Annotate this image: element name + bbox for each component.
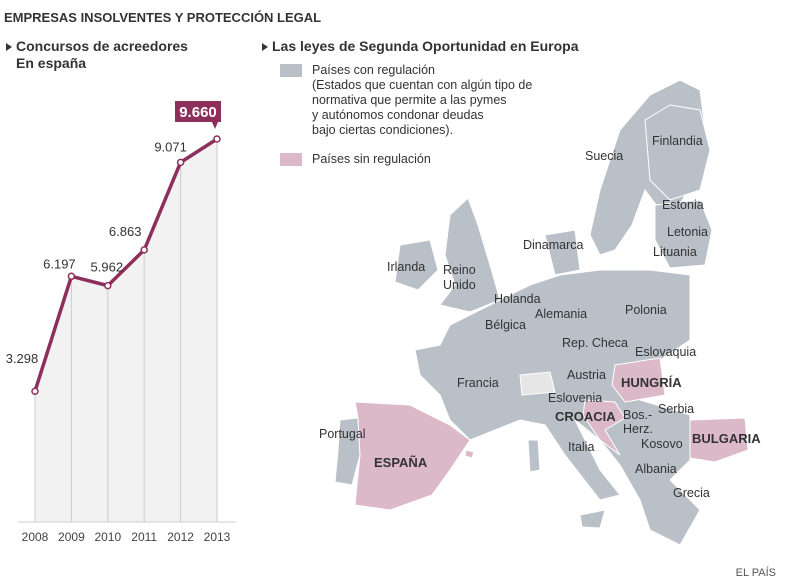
bullet-icon — [262, 43, 268, 51]
map-islands — [527, 439, 541, 473]
data-point — [176, 158, 185, 167]
data-point — [140, 246, 148, 254]
map-balearic — [464, 449, 475, 459]
data-point — [67, 272, 76, 281]
data-label: 6.197 — [43, 256, 76, 271]
x-tick-label: 2011 — [131, 530, 157, 544]
data-point — [213, 135, 221, 143]
x-tick-label: 2010 — [94, 530, 121, 544]
data-label: 9.071 — [154, 139, 187, 154]
legend-with: Países con regulación (Estados que cuent… — [312, 63, 533, 137]
label-finlandia: Finlandia — [652, 134, 703, 148]
x-tick-label: 2013 — [204, 530, 231, 544]
legend-swatch-with — [280, 64, 302, 77]
label-portugal: Portugal — [319, 427, 366, 441]
map-baltics — [654, 199, 713, 269]
x-tick-label: 2009 — [58, 530, 85, 544]
label-alemania: Alemania — [535, 307, 588, 321]
map-bulgaria — [689, 417, 749, 463]
data-label: 6.863 — [109, 224, 142, 239]
x-tick-label: 2008 — [22, 530, 49, 544]
map-uk — [439, 197, 501, 313]
map-spain — [354, 401, 471, 511]
label-reino-unido: Reino Unido — [443, 263, 476, 292]
label-austria: Austria — [567, 368, 606, 382]
label-lituania: Lituania — [653, 245, 697, 259]
label-suecia: Suecia — [585, 149, 624, 163]
label-albania: Albania — [635, 462, 677, 476]
label-kosovo: Kosovo — [641, 437, 683, 451]
label-serbia: Serbia — [658, 402, 695, 416]
label-bulgaria: BULGARIA — [692, 431, 761, 446]
label-hungria: HUNGRÍA — [621, 375, 682, 390]
highlight-callout — [175, 101, 221, 129]
label-bosnia: Bos.-Herz. — [623, 408, 653, 436]
chart-subtitle: Concursos de acreedores En españa — [6, 38, 188, 72]
label-croacia: CROACIA — [555, 409, 616, 424]
label-eslovenia: Eslovenia — [548, 391, 603, 405]
label-eslovaquia: Eslovaquia — [635, 345, 697, 359]
label-polonia: Polonia — [625, 303, 667, 317]
line-chart: 2008 2009 2010 2011 2012 2013 3.298 6.197 5.962 6… — [6, 101, 236, 544]
x-tick-label: 2012 — [167, 530, 194, 544]
label-espana: ESPAÑA — [374, 455, 428, 470]
bullet-icon — [6, 43, 12, 51]
series-line — [33, 137, 218, 392]
legend-without: Países sin regulación — [312, 152, 431, 166]
area-fill — [35, 139, 217, 522]
data-label: 9.660 — [179, 104, 217, 121]
label-irlanda: Irlanda — [387, 260, 426, 274]
map-hungary — [611, 357, 666, 403]
data-label: 3.298 — [6, 351, 39, 366]
map-finland — [644, 104, 711, 201]
label-holanda: Holanda — [494, 292, 541, 306]
map-ireland — [394, 239, 439, 291]
map-switzerland — [519, 371, 556, 396]
label-dinamarca: Dinamarca — [523, 238, 584, 252]
map-sicily — [579, 509, 606, 529]
label-italia: Italia — [568, 440, 595, 454]
main-title: EMPRESAS INSOLVENTES Y PROTECCIÓN LEGAL — [4, 10, 322, 25]
label-belgica: Bélgica — [485, 318, 526, 332]
label-grecia: Grecia — [673, 486, 710, 500]
label-rep-checa: Rep. Checa — [562, 336, 629, 350]
map-continent — [414, 269, 701, 546]
label-estonia: Estonia — [662, 198, 704, 212]
map-denmark — [544, 229, 581, 276]
legend-swatch-without — [280, 153, 302, 166]
data-point — [104, 281, 112, 290]
label-letonia: Letonia — [667, 225, 709, 239]
source-credit: EL PAÍS — [735, 567, 776, 579]
map-subtitle: Las leyes de Segunda Oportunidad en Euro… — [262, 38, 579, 55]
data-point — [31, 387, 39, 395]
data-label: 5.962 — [91, 260, 124, 275]
map-croatia — [582, 399, 626, 456]
label-francia: Francia — [457, 376, 499, 390]
